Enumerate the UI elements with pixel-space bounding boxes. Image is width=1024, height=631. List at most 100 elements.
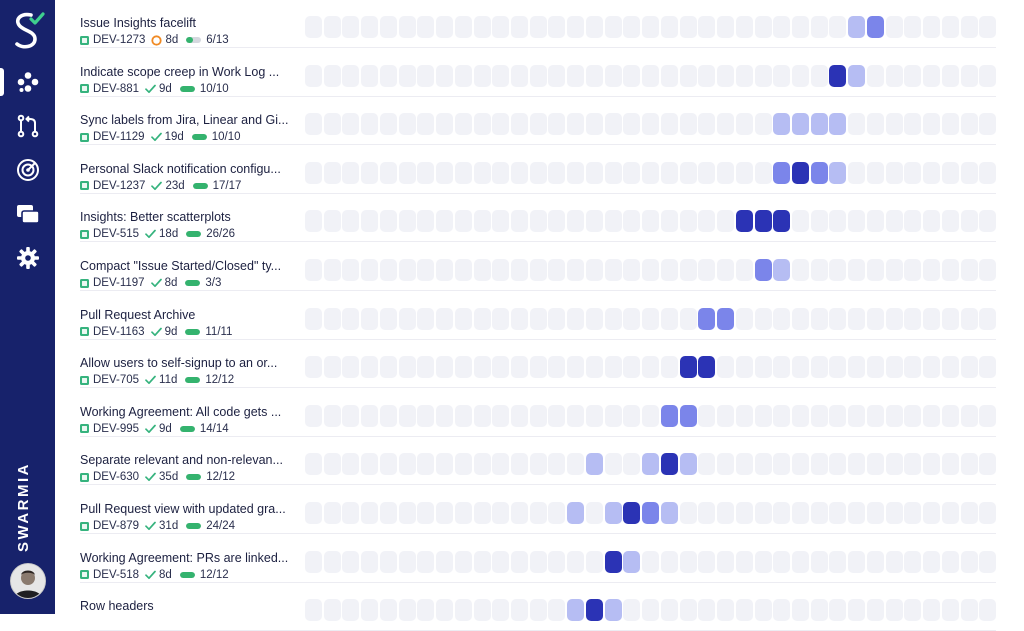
activity-cell[interactable] — [660, 599, 678, 622]
activity-cell[interactable] — [698, 259, 716, 281]
activity-cell[interactable] — [323, 259, 341, 281]
activity-cell[interactable] — [454, 307, 472, 330]
activity-cell[interactable] — [305, 404, 322, 427]
activity-cell[interactable] — [866, 599, 884, 622]
activity-cell[interactable] — [848, 453, 866, 476]
activity-cell[interactable] — [529, 599, 547, 622]
issue-row[interactable]: Working Agreement: All code gets ... DEV-… — [80, 389, 997, 437]
activity-cell[interactable] — [604, 599, 622, 622]
activity-cell[interactable] — [960, 259, 978, 281]
issue-key[interactable]: DEV-995 — [93, 422, 140, 435]
activity-cell[interactable] — [979, 64, 997, 87]
activity-cell[interactable] — [829, 161, 847, 184]
activity-cell[interactable] — [511, 259, 529, 281]
activity-cell[interactable] — [511, 113, 529, 136]
activity-cell[interactable] — [679, 16, 697, 38]
activity-cell[interactable] — [810, 453, 828, 476]
activity-cell[interactable] — [567, 550, 585, 573]
activity-cell[interactable] — [305, 161, 322, 184]
issue-title[interactable]: Sync labels from Jira, Linear and Gi... — [80, 113, 289, 128]
activity-cell[interactable] — [511, 599, 529, 622]
activity-cell[interactable] — [604, 113, 622, 136]
activity-cell[interactable] — [698, 550, 716, 573]
issue-title[interactable]: Issue Insights facelift — [80, 16, 197, 30]
activity-cell[interactable] — [473, 453, 491, 476]
activity-cell[interactable] — [960, 113, 978, 136]
activity-cell[interactable] — [885, 113, 903, 136]
activity-cell[interactable] — [829, 502, 847, 524]
activity-cell[interactable] — [567, 259, 585, 281]
activity-cell[interactable] — [717, 404, 735, 427]
activity-cell[interactable] — [885, 453, 903, 476]
activity-cell[interactable] — [379, 502, 397, 524]
activity-cell[interactable] — [604, 307, 622, 330]
activity-cell[interactable] — [473, 599, 491, 622]
activity-cell[interactable] — [417, 404, 435, 427]
activity-cell[interactable] — [585, 404, 603, 427]
activity-cell[interactable] — [492, 113, 510, 136]
activity-cell[interactable] — [585, 113, 603, 136]
activity-cell[interactable] — [417, 210, 435, 233]
issue-key[interactable]: DEV-630 — [93, 471, 140, 484]
activity-cell[interactable] — [642, 356, 660, 379]
activity-cell[interactable] — [398, 307, 416, 330]
activity-cell[interactable] — [417, 64, 435, 87]
activity-cell[interactable] — [904, 502, 922, 524]
activity-cell[interactable] — [679, 599, 697, 622]
activity-cell[interactable] — [567, 307, 585, 330]
activity-cell[interactable] — [773, 16, 791, 38]
activity-cell[interactable] — [754, 502, 772, 524]
activity-cell[interactable] — [305, 64, 322, 87]
activity-cell[interactable] — [754, 259, 772, 281]
activity-cell[interactable] — [941, 64, 959, 87]
activity-cell[interactable] — [567, 64, 585, 87]
issue-title[interactable]: Compact "Issue Started/Closed" ty... — [80, 259, 282, 273]
activity-cell[interactable] — [866, 113, 884, 136]
activity-cell[interactable] — [548, 502, 566, 524]
activity-cell[interactable] — [642, 64, 660, 87]
activity-cell[interactable] — [379, 599, 397, 622]
issue-row[interactable]: Issue Insights facelift DEV-1273 8d 6/13 — [80, 0, 997, 48]
activity-cell[interactable] — [436, 356, 454, 379]
activity-cell[interactable] — [585, 210, 603, 233]
activity-cell[interactable] — [379, 356, 397, 379]
activity-cell[interactable] — [642, 113, 660, 136]
issue-key[interactable]: DEV-1129 — [93, 131, 145, 144]
activity-cell[interactable] — [717, 16, 735, 38]
activity-cell[interactable] — [342, 502, 360, 524]
activity-cell[interactable] — [941, 307, 959, 330]
activity-cell[interactable] — [585, 259, 603, 281]
activity-cell[interactable] — [660, 113, 678, 136]
activity-cell[interactable] — [585, 502, 603, 524]
activity-cell[interactable] — [511, 453, 529, 476]
activity-cell[interactable] — [585, 64, 603, 87]
activity-cell[interactable] — [361, 307, 379, 330]
activity-cell[interactable] — [305, 453, 322, 476]
activity-cell[interactable] — [791, 210, 809, 233]
activity-cell[interactable] — [548, 550, 566, 573]
issue-key[interactable]: DEV-1163 — [93, 325, 145, 338]
activity-cell[interactable] — [660, 356, 678, 379]
activity-cell[interactable] — [417, 16, 435, 38]
activity-cell[interactable] — [979, 259, 997, 281]
activity-cell[interactable] — [791, 502, 809, 524]
activity-cell[interactable] — [923, 64, 941, 87]
issue-key[interactable]: DEV-879 — [93, 520, 140, 532]
activity-cell[interactable] — [754, 210, 772, 233]
activity-cell[interactable] — [473, 16, 491, 38]
nav-overview[interactable] — [0, 64, 55, 100]
activity-cell[interactable] — [529, 404, 547, 427]
activity-cell[interactable] — [941, 161, 959, 184]
activity-cell[interactable] — [941, 210, 959, 233]
issue-key[interactable]: DEV-518 — [93, 568, 140, 581]
activity-cell[interactable] — [417, 113, 435, 136]
activity-cell[interactable] — [866, 550, 884, 573]
activity-cell[interactable] — [773, 404, 791, 427]
activity-cell[interactable] — [960, 599, 978, 622]
activity-cell[interactable] — [979, 210, 997, 233]
activity-cell[interactable] — [604, 550, 622, 573]
activity-cell[interactable] — [885, 307, 903, 330]
activity-cell[interactable] — [454, 453, 472, 476]
activity-cell[interactable] — [379, 404, 397, 427]
activity-cell[interactable] — [904, 161, 922, 184]
